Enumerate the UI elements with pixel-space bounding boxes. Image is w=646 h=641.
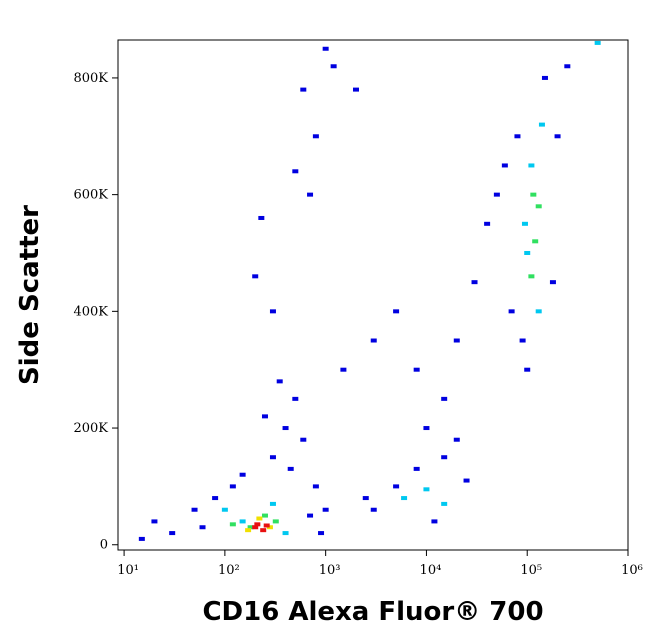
point xyxy=(393,309,400,314)
x-axis-title: CD16 Alexa Fluor® 700 xyxy=(202,597,543,627)
point xyxy=(549,280,556,285)
point xyxy=(441,396,448,401)
point xyxy=(292,169,299,174)
point xyxy=(269,309,276,314)
x-tick-label: 10¹ xyxy=(117,563,139,578)
point xyxy=(370,338,377,343)
point xyxy=(239,519,246,524)
point xyxy=(453,437,460,442)
point xyxy=(191,507,198,512)
point xyxy=(272,519,279,524)
point xyxy=(352,87,359,92)
point xyxy=(524,367,531,372)
point xyxy=(258,215,265,220)
point xyxy=(370,507,377,512)
x-tick-label: 10³ xyxy=(319,563,341,578)
point xyxy=(322,46,329,51)
point xyxy=(514,134,521,139)
point xyxy=(535,204,542,209)
point xyxy=(276,379,283,384)
point xyxy=(441,455,448,460)
point xyxy=(282,426,289,431)
point xyxy=(252,274,259,279)
point xyxy=(541,75,548,80)
point xyxy=(318,531,325,536)
y-tick-label: 800K xyxy=(73,71,108,86)
y-tick-label: 200K xyxy=(73,421,108,436)
point xyxy=(594,40,601,45)
point xyxy=(252,525,259,530)
point xyxy=(528,274,535,279)
point xyxy=(423,426,430,431)
point xyxy=(463,478,470,483)
y-axis-title: Side Scatter xyxy=(15,205,45,385)
point xyxy=(229,484,236,489)
point xyxy=(484,221,491,226)
point xyxy=(292,396,299,401)
point xyxy=(413,367,420,372)
point xyxy=(401,496,408,501)
point xyxy=(261,513,268,518)
point xyxy=(312,484,319,489)
point xyxy=(307,192,314,197)
point xyxy=(524,250,531,255)
point xyxy=(493,192,500,197)
point xyxy=(263,523,270,528)
point xyxy=(138,536,145,541)
point xyxy=(239,472,246,477)
point xyxy=(393,484,400,489)
x-tick-label: 10⁵ xyxy=(520,563,542,578)
point xyxy=(229,522,236,527)
point xyxy=(340,367,347,372)
point xyxy=(532,239,539,244)
x-tick-label: 10⁶ xyxy=(621,563,643,578)
point xyxy=(471,280,478,285)
point xyxy=(508,309,515,314)
x-tick-label: 10² xyxy=(218,563,240,578)
point xyxy=(501,163,508,168)
point xyxy=(245,528,252,533)
plot-frame xyxy=(117,39,629,551)
y-tick-label: 600K xyxy=(73,188,108,203)
point xyxy=(330,64,337,69)
point xyxy=(538,122,545,127)
point xyxy=(431,519,438,524)
point xyxy=(282,531,289,536)
point xyxy=(260,528,267,533)
point xyxy=(269,455,276,460)
point xyxy=(519,338,526,343)
y-tick-label: 0 xyxy=(100,538,108,553)
point xyxy=(247,525,254,530)
point xyxy=(312,134,319,139)
y-tick-label: 400K xyxy=(73,304,108,319)
point xyxy=(554,134,561,139)
point xyxy=(413,466,420,471)
point xyxy=(322,507,329,512)
point xyxy=(530,192,537,197)
x-tick-label: 10⁴ xyxy=(420,563,442,578)
point xyxy=(307,513,314,518)
point xyxy=(300,437,307,442)
point xyxy=(528,163,535,168)
point xyxy=(521,221,528,226)
point xyxy=(564,64,571,69)
point xyxy=(151,519,158,524)
point xyxy=(453,338,460,343)
point xyxy=(269,501,276,506)
point xyxy=(261,414,268,419)
point xyxy=(266,525,273,530)
point xyxy=(423,487,430,492)
point xyxy=(287,466,294,471)
point xyxy=(300,87,307,92)
point xyxy=(441,501,448,506)
point xyxy=(256,516,263,521)
point xyxy=(199,525,206,530)
point xyxy=(212,496,219,501)
point xyxy=(362,496,369,501)
point xyxy=(254,522,261,527)
point xyxy=(535,309,542,314)
point xyxy=(169,531,176,536)
point xyxy=(221,507,228,512)
